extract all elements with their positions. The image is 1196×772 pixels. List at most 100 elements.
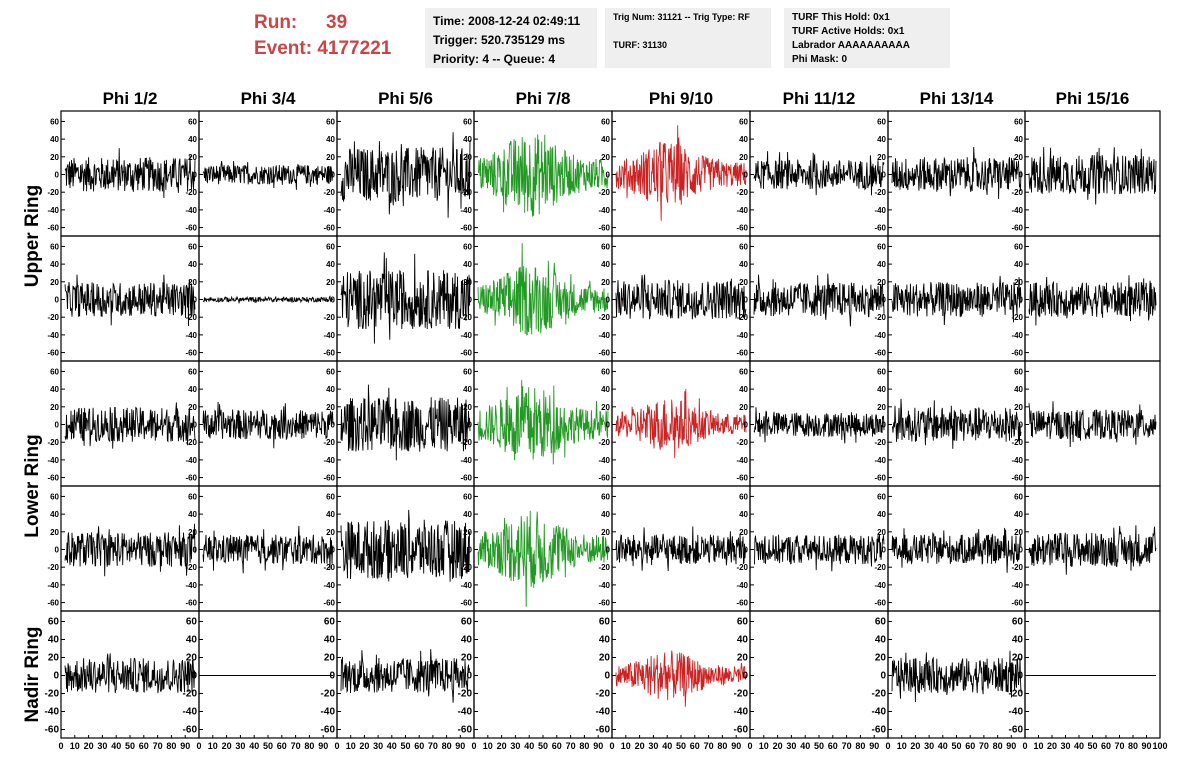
waveform-line [64, 148, 196, 199]
panel-frame [1024, 610, 1161, 739]
y-tick-label: 20 [463, 153, 472, 162]
y-tick-label: 60 [601, 117, 610, 126]
turf-text: TURF: 31130 [613, 40, 668, 50]
y-tick-label: 0 [466, 671, 472, 682]
y-tick-label: 20 [877, 528, 886, 537]
waveform-panel: -60 -40 -20 0 20 40 60 [1009, 610, 1161, 739]
x-tick-label: 60 [277, 741, 287, 751]
y-tick-label: -20 [1011, 313, 1023, 322]
y-tick-label: 0 [606, 171, 611, 180]
y-tick-label: 40 [50, 510, 59, 519]
waveform-line [615, 650, 747, 707]
waveform-panel: -60 -40 -20 0 20 40 60 [736, 360, 889, 487]
waveform-panel: -60 -40 -20 0 20 40 60 [1011, 360, 1161, 487]
column-title: Phi 9/10 [649, 89, 713, 108]
y-tick-label: -20 [185, 313, 197, 322]
waveform-line [615, 526, 747, 572]
waveform-panel: -60 -40 -20 0 20 40 60 [1011, 485, 1161, 612]
y-tick-label: -40 [1011, 581, 1023, 590]
x-tick-label: 30 [648, 741, 658, 751]
waveform-panel: -60 -40 -20 0 20 40 60 [874, 360, 1026, 487]
waveform-panel: -60 -40 -20 0 20 40 60 [874, 485, 1026, 612]
y-tick-label: 60 [188, 367, 197, 376]
y-tick-label: 0 [468, 171, 473, 180]
y-tick-label: -20 [736, 188, 748, 197]
y-tick-label: 40 [188, 260, 197, 269]
y-tick-label: -20 [874, 438, 886, 447]
y-tick-label: -60 [1011, 599, 1023, 608]
y-tick-label: -60 [460, 224, 472, 233]
y-tick-label: 40 [875, 635, 887, 646]
y-tick-label: -40 [872, 707, 887, 718]
y-tick-label: 40 [737, 635, 749, 646]
x-tick-label: 70 [842, 741, 852, 751]
y-tick-label: 60 [324, 617, 336, 628]
y-tick-label: 20 [739, 153, 748, 162]
y-tick-label: 0 [193, 421, 198, 430]
x-tick-label: 40 [938, 741, 948, 751]
y-tick-label: -60 [1011, 349, 1023, 358]
x-tick-label: 40 [1074, 741, 1084, 751]
waveform-panel: -60 -40 -20 0 20 40 60 [598, 110, 751, 237]
x-tick-label: 30 [1060, 741, 1070, 751]
y-tick-label: 40 [326, 385, 335, 394]
waveform-line [340, 384, 471, 461]
x-tick-label: 60 [552, 741, 562, 751]
column-title: Phi 1/2 [103, 89, 158, 108]
y-tick-label: -60 [323, 599, 335, 608]
y-tick-label: 40 [601, 510, 610, 519]
y-tick-label: 20 [326, 528, 335, 537]
y-tick-label: -40 [458, 707, 473, 718]
y-tick-label: 60 [463, 117, 472, 126]
y-tick-label: 60 [601, 242, 610, 251]
y-tick-label: 20 [877, 278, 886, 287]
waveform-line [477, 134, 609, 217]
y-tick-label: -60 [45, 725, 60, 736]
waveform-panel: -60 -40 -20 0 20 40 60 [598, 235, 751, 362]
y-tick-label: -20 [460, 438, 472, 447]
y-tick-label: -40 [598, 331, 610, 340]
y-tick-label: 40 [48, 635, 60, 646]
x-tick-label: 80 [855, 741, 865, 751]
y-tick-label: -20 [736, 313, 748, 322]
y-tick-label: -60 [736, 224, 748, 233]
y-tick-label: 0 [193, 546, 198, 555]
y-tick-label: -20 [1011, 438, 1023, 447]
y-tick-label: 20 [1012, 653, 1024, 664]
y-tick-label: -60 [1009, 725, 1024, 736]
waveform-panel: -60 -40 -20 0 20 40 60 [460, 235, 613, 362]
x-tick-label: 10 [70, 741, 80, 751]
y-tick-label: 0 [882, 421, 887, 430]
waveform-panel: -60 -40 -20 0 20 40 60 [736, 485, 889, 612]
y-tick-label: -20 [1011, 188, 1023, 197]
y-tick-label: -20 [47, 313, 59, 322]
x-tick-label: 70 [1114, 741, 1124, 751]
y-tick-label: 0 [742, 671, 748, 682]
y-tick-label: -20 [460, 313, 472, 322]
y-tick-label: 40 [877, 510, 886, 519]
y-tick-label: 40 [463, 135, 472, 144]
y-tick-label: 20 [601, 153, 610, 162]
y-tick-label: -20 [185, 188, 197, 197]
y-tick-label: -20 [47, 438, 59, 447]
y-tick-label: 40 [877, 135, 886, 144]
y-tick-label: 0 [191, 671, 197, 682]
x-tick-label: 50 [814, 741, 824, 751]
y-tick-label: -40 [321, 707, 336, 718]
x-tick-label: 10 [1033, 741, 1043, 751]
y-tick-label: 60 [186, 617, 198, 628]
y-tick-label: 0 [55, 421, 60, 430]
y-tick-label: -40 [598, 456, 610, 465]
y-tick-label: 20 [50, 153, 59, 162]
y-tick-label: 0 [744, 171, 749, 180]
x-tick-label: 0 [334, 741, 339, 751]
y-tick-label: -40 [736, 456, 748, 465]
x-tick-label: 20 [910, 741, 920, 751]
x-tick-label: 50 [125, 741, 135, 751]
column-title: Phi 15/16 [1056, 89, 1130, 108]
waveform-panel: -60 -40 -20 0 20 40 60 [185, 235, 338, 362]
y-tick-label: 40 [463, 510, 472, 519]
waveform-line [64, 274, 196, 327]
y-tick-label: 60 [463, 242, 472, 251]
